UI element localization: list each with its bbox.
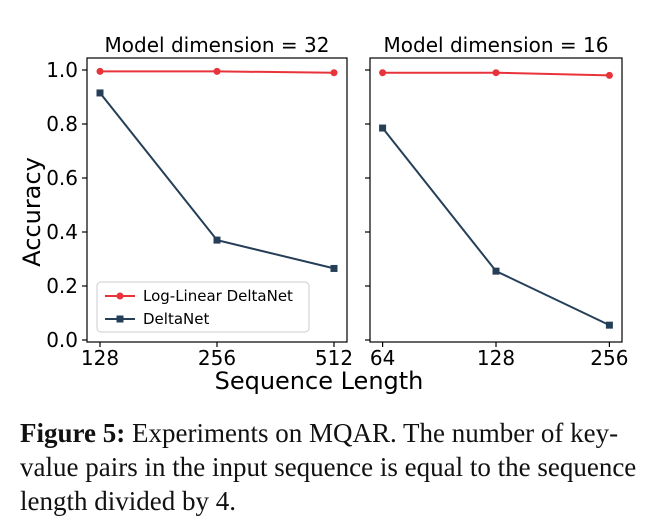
y-tick-label: 0.2 <box>46 274 78 298</box>
y-axis-label: Accuracy <box>18 157 46 267</box>
figure-caption: Figure 5: Experiments on MQAR. The numbe… <box>20 416 650 518</box>
caption-end: . <box>229 486 236 516</box>
x-tick-label: 256 <box>198 346 236 370</box>
x-tick-label: 64 <box>370 346 395 370</box>
series-log-linear-deltanet <box>96 67 338 77</box>
series-log-linear-deltanet <box>379 69 613 79</box>
x-tick-label: 256 <box>590 346 628 370</box>
series-deltanet <box>96 89 338 272</box>
panel-model-dim-16: Model dimension = 16 64 128 256 <box>365 33 628 370</box>
caption-math: 4 <box>215 486 230 516</box>
axes-frame <box>369 57 623 343</box>
data-point <box>379 69 387 77</box>
chart-title: Model dimension = 32 <box>105 33 330 57</box>
data-point <box>330 264 338 272</box>
data-point <box>330 69 338 77</box>
series-line <box>381 127 610 327</box>
y-tick-label: 0.0 <box>46 328 78 352</box>
data-point <box>213 236 221 244</box>
data-point <box>96 67 104 75</box>
y-tick-label: 1.0 <box>46 58 78 82</box>
x-axis-label: Sequence Length <box>215 367 424 395</box>
data-point <box>605 71 613 79</box>
y-tick-label: 0.6 <box>46 166 78 190</box>
x-tick-label: 128 <box>477 346 515 370</box>
chart-title: Model dimension = 16 <box>384 33 609 57</box>
data-point <box>213 67 221 75</box>
figure-5-chart: Model dimension = 32 0.0 0.2 0.4 0.6 0.8 1.0 12… <box>18 33 628 395</box>
data-point <box>492 69 500 77</box>
caption-text: Experiments on MQAR. The number of key-v… <box>20 418 637 516</box>
panel-model-dim-32: Model dimension = 32 0.0 0.2 0.4 0.6 0.8 1.0 12… <box>46 33 353 370</box>
legend-label: DeltaNet <box>143 310 209 328</box>
legend-label: Log-Linear DeltaNet <box>143 287 293 305</box>
y-tick-label: 0.8 <box>46 112 78 136</box>
data-point <box>492 267 500 275</box>
legend-marker <box>116 292 124 300</box>
y-tick-label: 0.4 <box>46 220 78 244</box>
data-point <box>605 321 613 329</box>
caption-label: Figure 5: <box>20 418 126 448</box>
legend-marker <box>116 315 124 323</box>
legend-box <box>96 281 310 333</box>
x-tick-label: 128 <box>81 346 119 370</box>
data-point <box>379 124 387 132</box>
legend: Log-Linear DeltaNet DeltaNet <box>96 281 310 333</box>
series-deltanet <box>379 124 613 329</box>
data-point <box>96 89 104 97</box>
x-tick-label: 512 <box>315 346 353 370</box>
